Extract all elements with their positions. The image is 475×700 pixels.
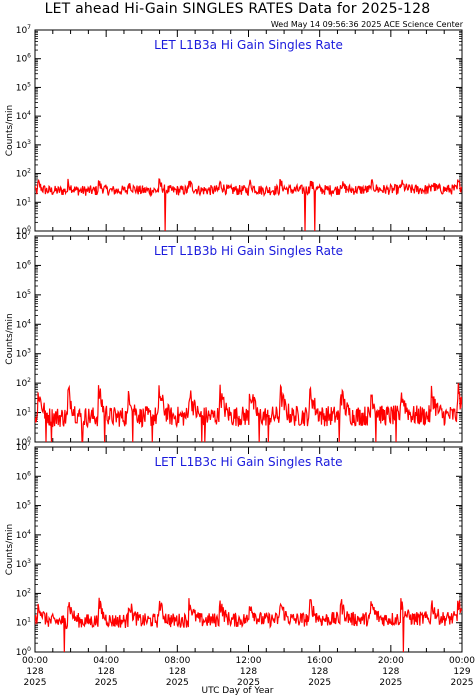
x-tick-label: 2025	[166, 678, 189, 688]
y-tick-label: 101	[16, 617, 31, 629]
y-tick-label: 105	[16, 289, 31, 301]
x-tick-label: 128	[169, 667, 186, 677]
chart-title: LET ahead Hi-Gain SINGLES RATES Data for…	[44, 1, 431, 17]
y-tick-label: 105	[16, 81, 31, 93]
y-axis-label: Counts/min	[5, 105, 15, 156]
y-tick-label: 107	[16, 441, 31, 453]
x-tick-label: 128	[382, 667, 399, 677]
y-tick-label: 105	[16, 500, 31, 512]
x-tick-label: 12:00	[236, 656, 262, 666]
y-tick-label: 106	[16, 470, 31, 482]
y-axis-label: Counts/min	[5, 313, 15, 364]
x-tick-label: 00:00	[449, 656, 475, 666]
panel-title: LET L1B3c Hi Gain Singles Rate	[154, 455, 342, 469]
series-line	[35, 178, 462, 231]
x-tick-label: 16:00	[307, 656, 333, 666]
y-tick-label: 103	[16, 139, 31, 151]
x-tick-label: 2025	[95, 678, 118, 688]
panel-title: LET L1B3a Hi Gain Singles Rate	[154, 38, 343, 52]
x-tick-label: 04:00	[93, 656, 119, 666]
series-line	[35, 597, 462, 652]
y-tick-label: 102	[16, 168, 31, 180]
x-tick-label: 128	[240, 667, 257, 677]
timestamp: Wed May 14 09:56:36 2025 ACE Science Cen…	[270, 20, 463, 29]
y-tick-label: 103	[16, 348, 31, 360]
x-tick-label: 129	[453, 667, 470, 677]
y-tick-label: 103	[16, 558, 31, 570]
x-tick-label: 08:00	[164, 656, 190, 666]
y-tick-label: 104	[16, 318, 31, 330]
x-tick-label: 2025	[451, 678, 474, 688]
y-tick-label: 102	[16, 587, 31, 599]
y-tick-label: 106	[16, 259, 31, 271]
x-tick-label: 2025	[379, 678, 402, 688]
y-tick-label: 107	[16, 24, 31, 36]
x-tick-label: 2025	[24, 678, 47, 688]
x-tick-label: 128	[26, 667, 43, 677]
y-tick-label: 106	[16, 53, 31, 65]
y-tick-label: 107	[16, 230, 31, 242]
x-tick-label: 20:00	[378, 656, 404, 666]
panel-frame	[34, 29, 463, 232]
y-tick-label: 102	[16, 377, 31, 389]
x-tick-label: 128	[98, 667, 115, 677]
x-tick-label: 2025	[237, 678, 260, 688]
y-tick-label: 104	[16, 110, 31, 122]
panel-title: LET L1B3b Hi Gain Singles Rate	[154, 244, 343, 258]
y-tick-label: 101	[16, 407, 31, 419]
x-tick-label: 00:00	[22, 656, 48, 666]
x-axis-label: UTC Day of Year	[201, 686, 274, 696]
y-axis-label: Counts/min	[5, 524, 15, 575]
y-tick-label: 104	[16, 529, 31, 541]
y-tick-label: 101	[16, 196, 31, 208]
x-tick-label: 128	[311, 667, 328, 677]
x-tick-label: 2025	[308, 678, 331, 688]
series-line	[35, 383, 462, 442]
